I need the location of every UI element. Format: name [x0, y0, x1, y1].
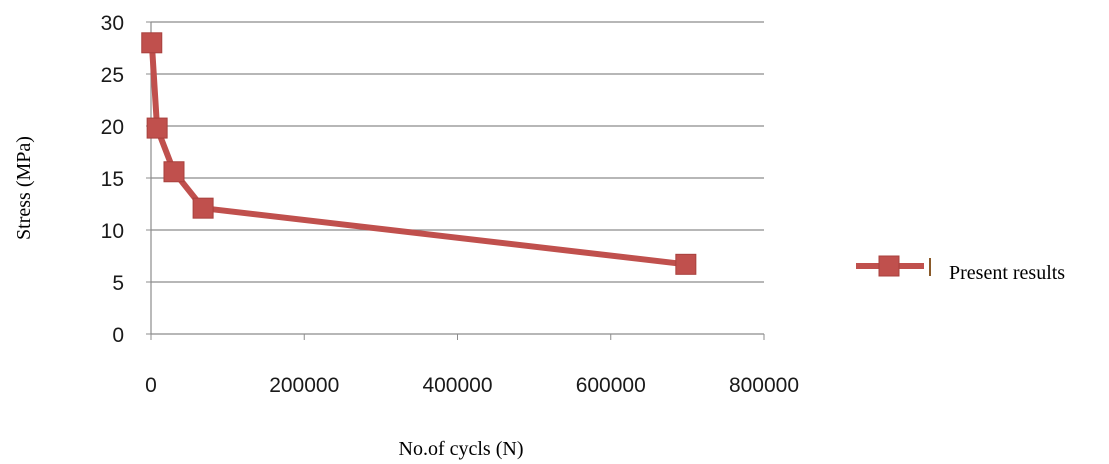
data-point-marker [192, 197, 214, 219]
y-tick-label-25: 25 [101, 64, 124, 87]
y-tick-label-5: 5 [112, 272, 124, 295]
gridlines [151, 21, 764, 283]
series-line-0 [148, 39, 689, 268]
legend: Present results [856, 255, 1065, 284]
x-axis-title: No.of cycls (N) [399, 438, 524, 460]
y-tick-label-15: 15 [101, 168, 124, 191]
series-layer [141, 32, 697, 275]
data-point-marker [146, 117, 168, 139]
x-tick-label-0: 0 [145, 374, 157, 397]
x-tick-label-200000: 200000 [269, 374, 339, 397]
legend-series-marker [878, 255, 900, 277]
data-point-marker [675, 253, 697, 275]
x-tick-label-600000: 600000 [576, 374, 646, 397]
y-axis-title: Stress (MPa) [13, 136, 35, 240]
legend-series-label: Present results [949, 262, 1065, 284]
data-point-marker [163, 161, 185, 183]
y-tick-label-0: 0 [112, 324, 124, 347]
y-tick-label-30: 30 [101, 12, 124, 35]
y-tick-label-10: 10 [101, 220, 124, 243]
y-axis-ticks: 0 5 10 15 20 25 30 [101, 12, 151, 347]
x-axis-ticks: 0 200000 400000 600000 800000 [145, 334, 799, 397]
x-tick-label-400000: 400000 [422, 374, 492, 397]
x-tick-label-800000: 800000 [729, 374, 799, 397]
y-tick-label-20: 20 [101, 116, 124, 139]
data-point-marker [141, 32, 163, 54]
